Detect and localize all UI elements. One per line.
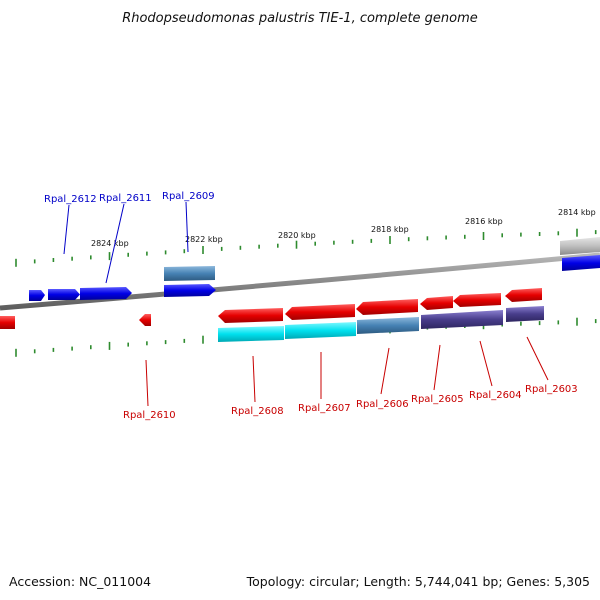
- gene-arrow[interactable]: [562, 255, 600, 271]
- reverse-strand-features: [0, 288, 544, 342]
- accession-text: Accession: NC_011004: [9, 574, 151, 589]
- reverse-label-leaders: [145, 336, 549, 407]
- gene-label-reverse[interactable]: Rpal_2610: [123, 410, 176, 421]
- tick-row-outer: [15, 228, 597, 267]
- kbp-label: 2816 kbp: [465, 217, 503, 226]
- kbp-label: 2820 kbp: [278, 231, 316, 240]
- kbp-label: 2824 kbp: [91, 239, 129, 248]
- gene-arrow-rpal-2608[interactable]: [218, 308, 283, 323]
- gene-arrow-rpal-2610[interactable]: [139, 314, 151, 326]
- gene-label-reverse[interactable]: Rpal_2603: [525, 384, 578, 395]
- gene-label-forward[interactable]: Rpal_2612: [44, 194, 97, 205]
- kbp-label: 2822 kbp: [185, 235, 223, 244]
- forward-strand-features: [29, 237, 600, 301]
- feature-box-rpal-2608[interactable]: [218, 326, 284, 342]
- gene-arrow[interactable]: [29, 290, 45, 301]
- gene-label-reverse[interactable]: Rpal_2607: [298, 403, 351, 414]
- gene-label-reverse[interactable]: Rpal_2608: [231, 406, 284, 417]
- gene-label-forward[interactable]: Rpal_2611: [99, 193, 152, 204]
- gene-label-reverse[interactable]: Rpal_2606: [356, 399, 409, 410]
- feature-box-rpal-2609[interactable]: [164, 266, 215, 281]
- gene-arrow-rpal-2603[interactable]: [505, 288, 542, 302]
- map-title: Rhodopseudomonas palustris TIE-1, comple…: [122, 11, 478, 26]
- gene-arrow-rpal-2606[interactable]: [356, 299, 418, 315]
- gene-arrow-rpal-2612[interactable]: [48, 289, 80, 300]
- feature-box-rpal-2605[interactable]: [421, 310, 503, 329]
- genome-backbone: [0, 252, 600, 311]
- feature-box-rpal-2606[interactable]: [357, 317, 419, 334]
- gene-arrow-rpal-2611[interactable]: [80, 287, 132, 300]
- kbp-label: 2814 kbp: [558, 208, 596, 217]
- gene-label-reverse[interactable]: Rpal_2604: [469, 390, 522, 401]
- genome-summary-text: Topology: circular; Length: 5,744,041 bp…: [246, 574, 590, 589]
- gene-arrow[interactable]: [0, 316, 15, 329]
- feature-box-rpal-2607[interactable]: [285, 322, 356, 339]
- gene-arrow-rpal-2604[interactable]: [453, 293, 501, 307]
- gene-arrow-rpal-2609[interactable]: [164, 284, 216, 297]
- gene-label-forward[interactable]: Rpal_2609: [162, 191, 215, 202]
- feature-box[interactable]: [560, 237, 600, 255]
- gene-arrow-rpal-2607[interactable]: [285, 304, 355, 320]
- kbp-label: 2818 kbp: [371, 225, 409, 234]
- gene-label-reverse[interactable]: Rpal_2605: [411, 394, 464, 405]
- feature-box-rpal-2603[interactable]: [506, 306, 544, 322]
- forward-label-leaders: [63, 201, 189, 284]
- gene-arrow-rpal-2605[interactable]: [420, 296, 453, 310]
